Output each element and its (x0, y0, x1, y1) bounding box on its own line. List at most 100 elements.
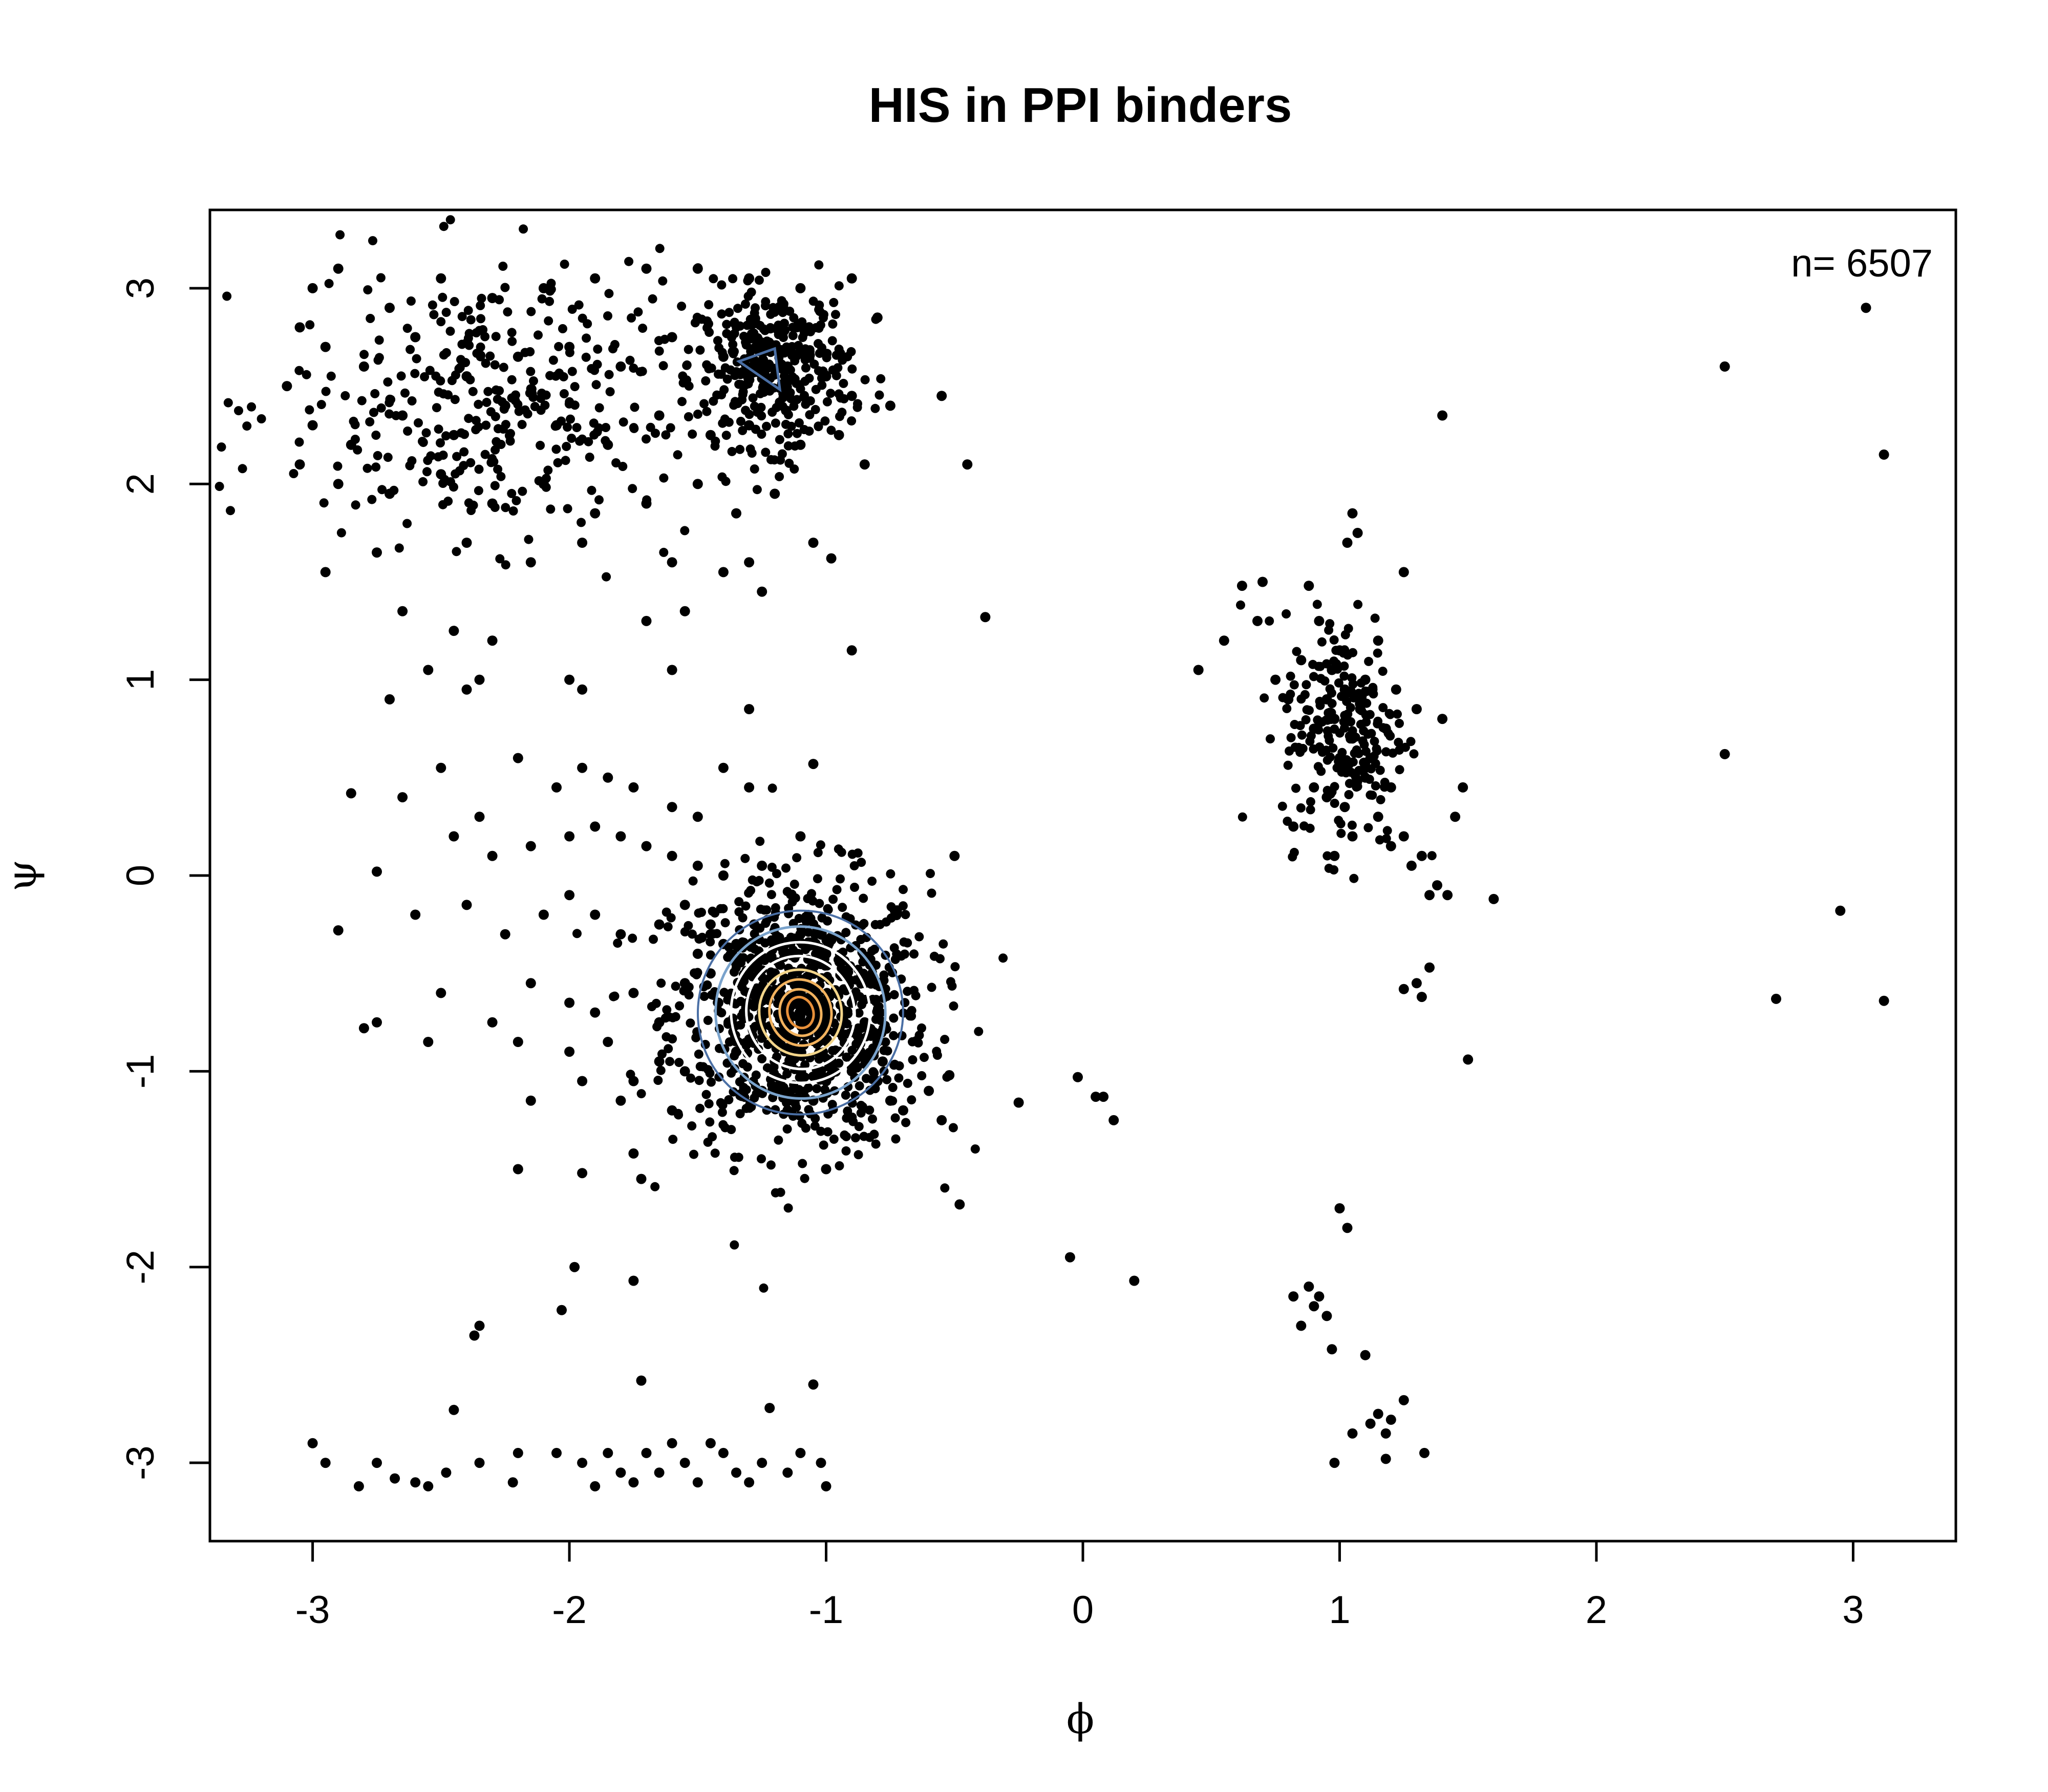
data-point (829, 1135, 839, 1144)
data-point (748, 393, 758, 403)
data-point (525, 1095, 536, 1106)
data-point (498, 262, 508, 271)
data-point (735, 1109, 745, 1119)
data-point (1368, 791, 1377, 800)
data-point (1416, 992, 1427, 1002)
data-point (537, 294, 547, 304)
data-point (734, 379, 744, 389)
data-point (372, 1017, 382, 1028)
data-point (766, 324, 775, 334)
data-point (751, 1070, 761, 1080)
data-point (736, 417, 745, 426)
data-point (889, 990, 899, 999)
data-point (602, 572, 611, 582)
data-point (1345, 779, 1354, 788)
data-point (562, 442, 571, 451)
data-point (816, 840, 825, 850)
data-point (808, 1379, 819, 1390)
data-point (808, 1072, 818, 1081)
data-point (628, 782, 639, 793)
data-point (702, 407, 712, 416)
data-point (449, 430, 459, 440)
data-point (217, 442, 226, 452)
data-point (821, 1007, 831, 1018)
data-point (1344, 790, 1354, 799)
data-point (491, 332, 501, 342)
data-point (1395, 718, 1404, 728)
data-point (750, 464, 759, 474)
data-point (1270, 674, 1281, 685)
data-point (779, 333, 788, 343)
data-point (889, 1013, 899, 1023)
data-point (425, 366, 435, 375)
data-point (899, 937, 909, 947)
data-point (823, 1127, 833, 1137)
data-point (903, 1078, 912, 1088)
data-point (570, 382, 580, 392)
data-point (733, 304, 742, 313)
data-point (513, 1164, 523, 1175)
data-point (518, 486, 527, 496)
data-point (1442, 890, 1453, 901)
data-point (1304, 581, 1314, 591)
data-point (582, 333, 591, 343)
data-point (1370, 736, 1379, 746)
data-point (561, 456, 570, 465)
data-point (800, 1003, 810, 1013)
data-point (671, 1012, 680, 1021)
data-point (333, 461, 343, 471)
data-point (795, 439, 806, 450)
data-point (432, 403, 441, 413)
data-point (1108, 1115, 1119, 1125)
data-point (1257, 577, 1268, 587)
data-point (1329, 1458, 1340, 1468)
data-point (1260, 693, 1269, 703)
data-point (654, 1056, 665, 1067)
data-point (480, 332, 490, 342)
data-point (814, 421, 823, 431)
data-point (481, 358, 490, 368)
data-point (478, 325, 488, 334)
data-point (962, 459, 973, 470)
data-point (572, 929, 582, 938)
data-point (1315, 700, 1325, 710)
data-point (804, 322, 814, 332)
chart-title: HIS in PPI binders (869, 78, 1292, 133)
data-point (816, 1126, 826, 1136)
data-point (1356, 719, 1366, 729)
data-point (397, 410, 408, 421)
data-point (813, 848, 823, 858)
data-point (659, 547, 669, 557)
data-point (835, 1161, 844, 1170)
data-point (764, 1403, 775, 1413)
data-point (476, 314, 485, 324)
data-point (784, 458, 794, 468)
data-point (1306, 805, 1315, 815)
data-point (746, 329, 756, 338)
data-point (1437, 714, 1448, 724)
data-point (693, 968, 702, 977)
data-point (1330, 724, 1339, 734)
data-point (744, 420, 755, 431)
data-point (538, 479, 549, 489)
data-point (525, 557, 536, 568)
data-point (591, 380, 601, 390)
data-point (859, 459, 870, 470)
data-point (377, 485, 387, 495)
data-point (871, 997, 881, 1007)
data-point (874, 390, 884, 400)
data-point (901, 1118, 911, 1127)
data-point (730, 317, 739, 327)
data-point (667, 1105, 677, 1116)
data-point (821, 1481, 831, 1491)
data-point (1301, 715, 1311, 724)
data-point (603, 1447, 613, 1458)
data-point (581, 352, 591, 362)
data-point (846, 347, 856, 356)
data-point (410, 332, 421, 343)
points-layer (215, 215, 1889, 1491)
data-point (491, 385, 501, 395)
data-point (362, 463, 372, 473)
data-point (564, 342, 575, 352)
data-point (767, 862, 777, 872)
